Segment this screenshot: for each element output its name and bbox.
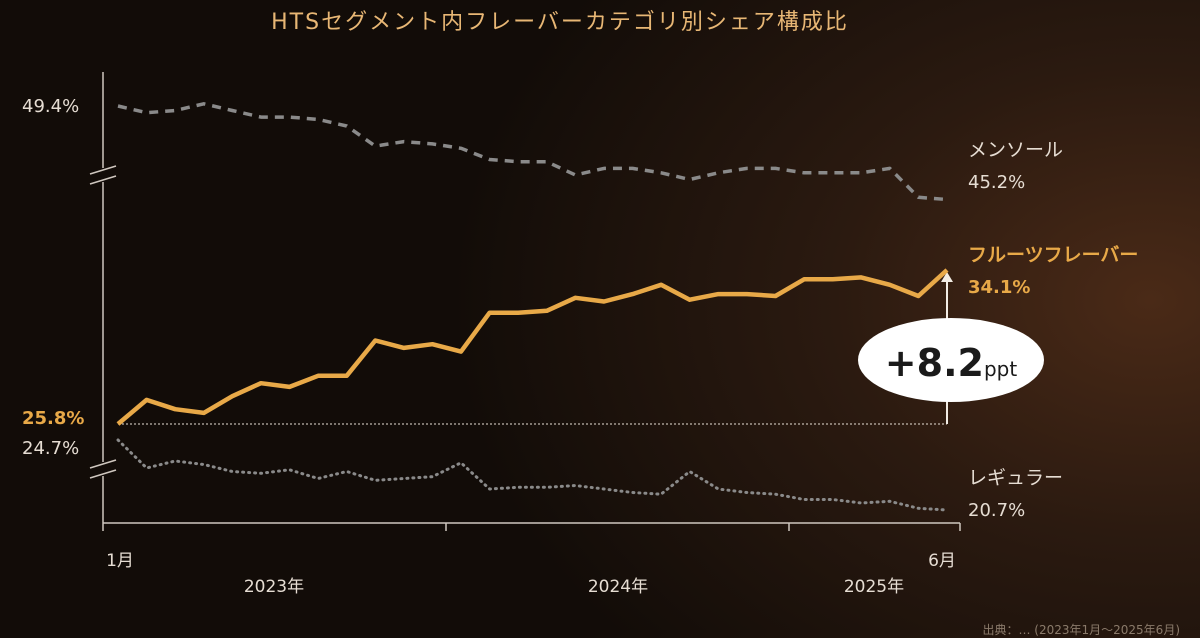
x-tick-label: 6月 [928,551,956,571]
year-label: 2024年 [588,577,648,597]
axis-break-mark [89,469,117,479]
axis-break-mark [89,459,117,469]
x-tick-label: 1月 [106,551,134,571]
end-value-label: 45.2% [968,172,1025,193]
axis-break-mark [89,175,117,185]
year-label: 2023年 [244,577,304,597]
end-value-label: 20.7% [968,500,1025,521]
end-value-label: 34.1% [968,277,1030,298]
chart-title: HTSセグメント内フレーバーカテゴリ別シェア構成比 [271,10,849,35]
change-annotation-bubble [858,318,1044,402]
start-value-label: 25.8% [22,408,84,429]
axes [89,72,961,531]
series-name-label: フルーツフレーバー [968,244,1138,266]
change-annotation: +8.2ppt [885,341,1018,385]
series-lines [116,102,949,512]
series-line [117,102,948,202]
start-value-label: 24.7% [22,438,79,459]
series-line [116,268,949,426]
year-label: 2025年 [844,577,904,597]
change-arrow-head [941,272,953,282]
axis-break-mark [89,165,117,175]
series-line [116,438,949,512]
chart-labels: 1月 6月 2023年 2024年 2025年 49.4% 25.8% 24.7% メンソール 4… [22,96,1138,597]
series-name-label: メンソール [968,139,1063,161]
series-name-label: レギュラー [968,467,1063,489]
start-value-label: 49.4% [22,96,79,117]
